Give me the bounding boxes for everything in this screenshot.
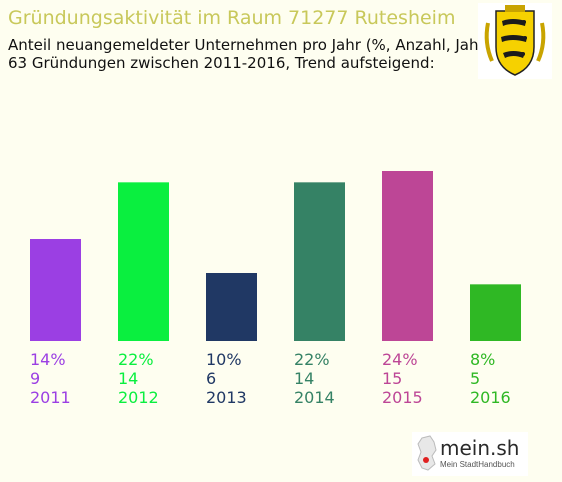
percent-label-2011: 14%	[30, 350, 66, 369]
bar-2014	[294, 182, 345, 341]
chart-title: Gründungsaktivität im Raum 71277 Ruteshe…	[8, 7, 456, 29]
year-label-2013: 2013	[206, 388, 247, 407]
percent-label-2016: 8%	[470, 350, 495, 369]
bar-2011	[30, 239, 81, 341]
subtitle-line-2: 63 Gründungen zwischen 2011-2016, Trend …	[8, 54, 435, 72]
bar-2015	[382, 171, 433, 341]
count-label-2015: 15	[382, 369, 402, 388]
year-label-2014: 2014	[294, 388, 335, 407]
coat-of-arms-icon	[478, 3, 552, 79]
chart-subtitle: Anteil neuangemeldeter Unternehmen pro J…	[8, 36, 491, 72]
bar-2016	[470, 284, 521, 341]
count-label-2013: 6	[206, 369, 216, 388]
count-label-2011: 9	[30, 369, 40, 388]
count-label-2014: 14	[294, 369, 314, 388]
year-label-2012: 2012	[118, 388, 159, 407]
count-label-2012: 14	[118, 369, 138, 388]
percent-label-2014: 22%	[294, 350, 330, 369]
year-label-2015: 2015	[382, 388, 423, 407]
percent-label-2013: 10%	[206, 350, 242, 369]
germany-map-icon	[417, 435, 437, 471]
brand-logo-text: mein.sh	[440, 436, 520, 460]
year-label-2011: 2011	[30, 388, 71, 407]
brand-logo[interactable]: mein.sh Mein StadtHandbuch	[412, 432, 528, 476]
year-label-2016: 2016	[470, 388, 511, 407]
bar-2013	[206, 273, 257, 341]
bar-2012	[118, 182, 169, 341]
percent-label-2012: 22%	[118, 350, 154, 369]
percent-label-2015: 24%	[382, 350, 418, 369]
subtitle-line-1: Anteil neuangemeldeter Unternehmen pro J…	[8, 36, 491, 54]
brand-logo-subtext: Mein StadtHandbuch	[440, 460, 515, 469]
count-label-2016: 5	[470, 369, 480, 388]
